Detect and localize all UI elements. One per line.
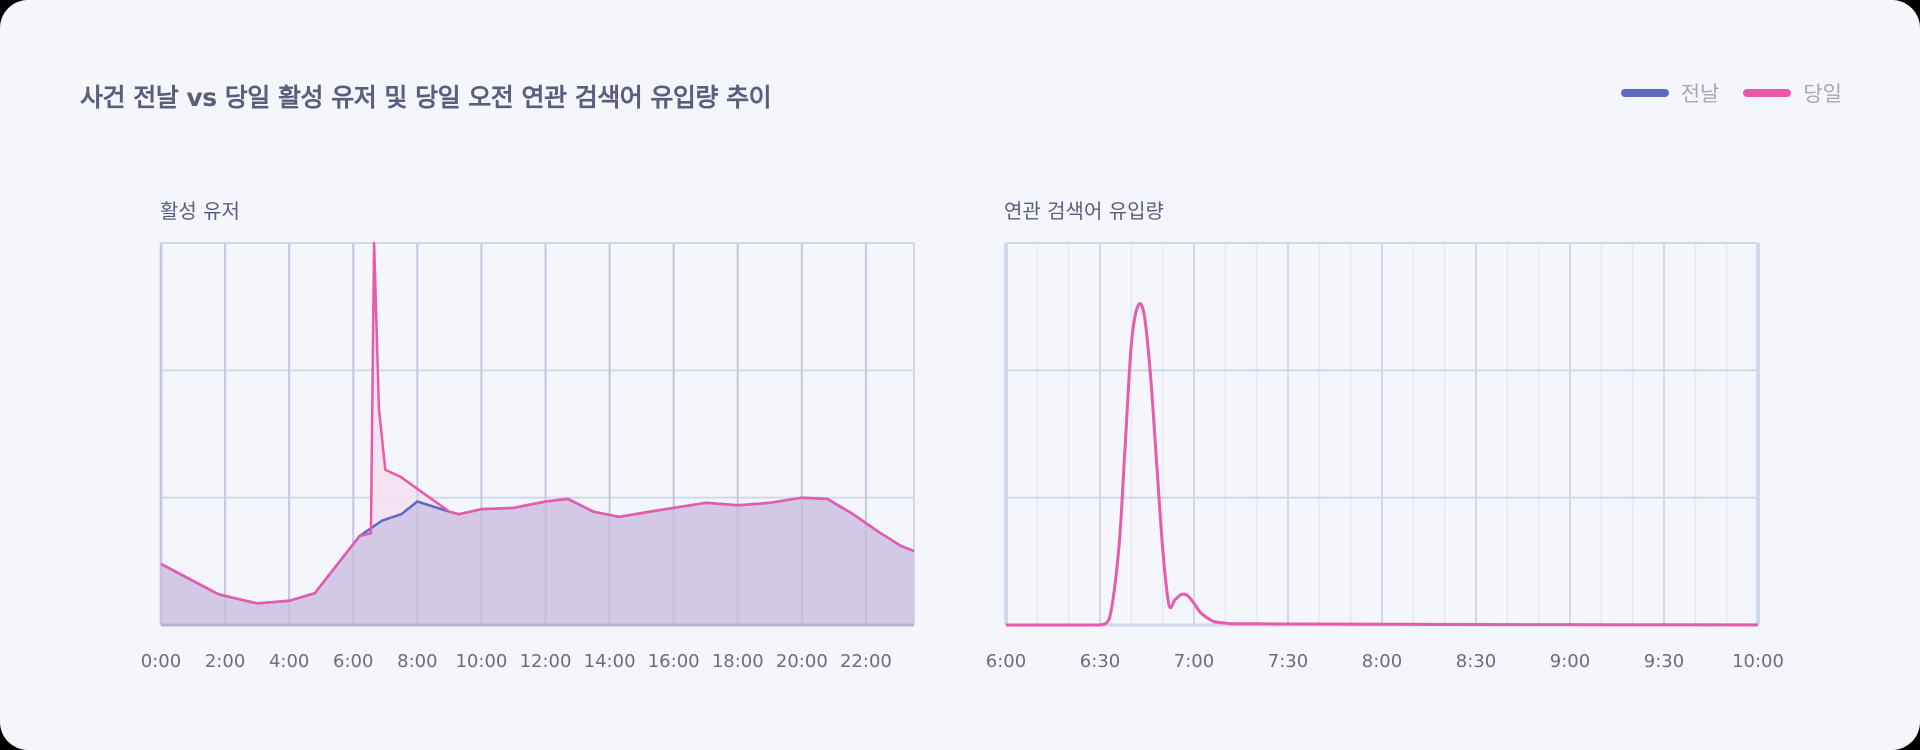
legend-label-prev-day: 전날 [1680, 82, 1720, 106]
x-tick-label: 9:30 [1644, 651, 1684, 672]
x-tick-label: 8:00 [1362, 651, 1402, 672]
x-tick-label: 4:00 [269, 651, 309, 672]
active-users-chart: 0:00 2:00 4:00 6:00 8:00 10:00 12:00 14:00 16:00… [141, 241, 915, 672]
x-tick-label: 14:00 [584, 651, 636, 672]
legend-item-prev-day[interactable]: 전날 [1620, 78, 1720, 108]
legend-swatch-today [1743, 89, 1792, 97]
legend-label-today: 당일 [1803, 82, 1842, 106]
x-tick-label: 12:00 [520, 651, 572, 672]
x-tick-label: 7:00 [1174, 651, 1214, 672]
right-chart-title: 연관 검색어 유입량 [1004, 199, 1164, 223]
prev-day-area [161, 497, 914, 625]
x-tick-label: 6:00 [986, 651, 1026, 672]
x-tick-label: 20:00 [776, 651, 828, 672]
left-chart-title: 활성 유저 [160, 199, 240, 223]
x-tick-label: 10:00 [455, 651, 507, 672]
x-tick-label: 22:00 [840, 651, 892, 672]
x-tick-label: 8:00 [397, 651, 437, 672]
page-title: 사건 전날 vs 당일 활성 유저 및 당일 오전 연관 검색어 유입량 추이 [80, 83, 772, 112]
today-line [160, 241, 915, 605]
x-tick-label: 2:00 [205, 651, 245, 672]
search-inflow-chart: 6:00 6:30 7:00 7:30 8:00 8:30 9:00 9:30 10:00 [986, 242, 1784, 672]
legend-item-today[interactable]: 당일 [1743, 78, 1842, 108]
x-tick-label: 16:00 [648, 651, 700, 672]
legend-swatch-prev-day [1620, 89, 1669, 97]
x-tick-label: 6:00 [333, 651, 373, 672]
x-tick-label: 6:30 [1080, 651, 1120, 672]
x-tick-label: 18:00 [712, 651, 764, 672]
x-tick-label: 9:00 [1550, 651, 1590, 672]
x-tick-label: 8:30 [1456, 651, 1496, 672]
x-tick-label: 10:00 [1732, 651, 1784, 672]
search-inflow-line [1006, 302, 1759, 627]
x-tick-label: 0:00 [141, 651, 181, 672]
x-tick-label: 7:30 [1268, 651, 1308, 672]
legend: 전날 당일 [1620, 78, 1842, 108]
